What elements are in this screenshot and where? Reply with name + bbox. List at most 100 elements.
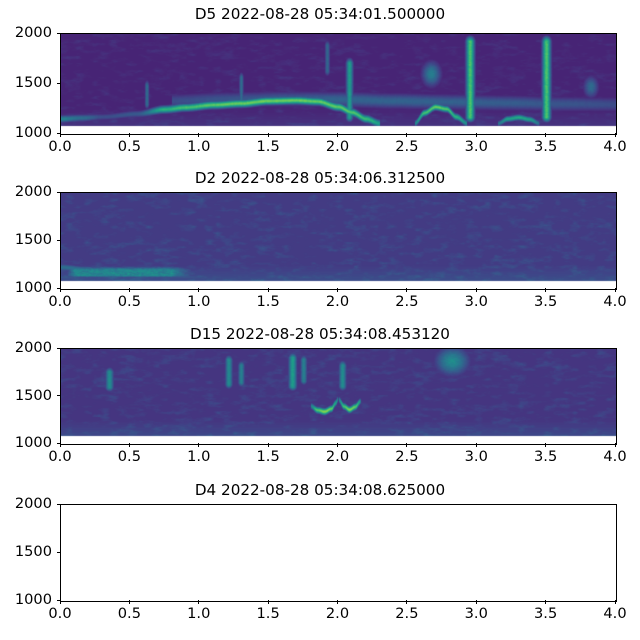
y-tick-mark (56, 82, 60, 84)
x-tick-label: 1.0 (187, 605, 211, 622)
y-tick-label: 1500 (14, 231, 52, 248)
x-tick-mark (198, 133, 200, 137)
x-tick-label: 1.5 (256, 448, 280, 465)
x-tick-mark (128, 600, 130, 604)
x-tick-mark (406, 288, 408, 292)
x-tick-mark (267, 133, 269, 137)
x-tick-mark (128, 288, 130, 292)
x-tick-label: 1.5 (256, 293, 280, 310)
x-tick-label: 3.5 (534, 605, 558, 622)
x-tick-mark (337, 133, 339, 137)
y-tick-label: 1500 (14, 543, 52, 560)
x-tick-mark (198, 443, 200, 447)
x-tick-mark (406, 600, 408, 604)
x-tick-mark (475, 133, 477, 137)
x-tick-label: 1.5 (256, 138, 280, 155)
x-tick-label: 3.0 (464, 293, 488, 310)
y-tick-mark (56, 395, 60, 397)
plot-area (60, 33, 617, 135)
x-tick-label: 1.0 (187, 138, 211, 155)
panel-title: D15 2022-08-28 05:34:08.453120 (190, 325, 450, 343)
x-tick-label: 1.0 (187, 448, 211, 465)
x-tick-label: 4.0 (603, 138, 627, 155)
x-tick-label: 2.5 (395, 448, 419, 465)
x-tick-mark (59, 443, 61, 447)
x-tick-label: 1.5 (256, 605, 280, 622)
x-tick-mark (614, 288, 616, 292)
x-tick-mark (337, 288, 339, 292)
y-tick-label: 2000 (14, 495, 52, 512)
x-tick-label: 1.0 (187, 293, 211, 310)
x-tick-label: 0.5 (117, 138, 141, 155)
x-tick-label: 4.0 (603, 605, 627, 622)
y-tick-label: 1000 (14, 279, 52, 296)
y-tick-label: 2000 (14, 339, 52, 356)
x-tick-mark (614, 443, 616, 447)
x-tick-mark (545, 600, 547, 604)
x-tick-mark (59, 133, 61, 137)
x-tick-label: 2.5 (395, 138, 419, 155)
y-tick-label: 1500 (14, 74, 52, 91)
x-tick-mark (337, 443, 339, 447)
panel-title: D4 2022-08-28 05:34:08.625000 (194, 481, 446, 499)
y-tick-mark (56, 132, 60, 134)
x-tick-label: 0.0 (48, 448, 72, 465)
x-tick-label: 0.5 (117, 448, 141, 465)
y-tick-mark (56, 239, 60, 241)
y-tick-label: 1000 (14, 591, 52, 608)
x-tick-label: 2.0 (325, 138, 350, 155)
x-tick-label: 3.5 (534, 138, 558, 155)
y-tick-label: 2000 (14, 183, 52, 200)
y-tick-mark (56, 32, 60, 34)
x-tick-mark (267, 288, 269, 292)
x-tick-label: 0.5 (117, 605, 141, 622)
y-tick-mark (56, 347, 60, 349)
y-tick-mark (56, 442, 60, 444)
x-tick-mark (128, 133, 130, 137)
y-tick-label: 1000 (14, 434, 52, 451)
x-tick-label: 4.0 (603, 293, 627, 310)
y-tick-label: 1000 (14, 124, 52, 141)
plot-area (60, 504, 617, 602)
plot-area (60, 192, 617, 290)
x-tick-mark (614, 133, 616, 137)
x-tick-mark (59, 600, 61, 604)
x-tick-label: 2.5 (395, 605, 419, 622)
x-tick-label: 2.0 (325, 293, 350, 310)
x-tick-label: 3.5 (534, 293, 558, 310)
x-tick-label: 4.0 (603, 448, 627, 465)
spectrogram-image (61, 34, 616, 134)
x-tick-label: 3.0 (464, 605, 488, 622)
y-tick-label: 1500 (14, 386, 52, 404)
x-tick-label: 3.0 (464, 138, 488, 155)
y-tick-mark (56, 599, 60, 601)
x-tick-mark (128, 443, 130, 447)
x-tick-mark (406, 133, 408, 137)
x-tick-mark (545, 288, 547, 292)
x-tick-mark (59, 288, 61, 292)
x-tick-label: 2.5 (395, 293, 419, 310)
x-tick-mark (475, 443, 477, 447)
y-tick-label: 2000 (14, 24, 52, 41)
x-tick-mark (475, 600, 477, 604)
x-tick-label: 2.0 (325, 448, 350, 465)
panel-title: D2 2022-08-28 05:34:06.312500 (194, 169, 446, 187)
x-tick-mark (267, 600, 269, 604)
x-tick-mark (475, 288, 477, 292)
x-tick-label: 3.5 (534, 448, 558, 465)
y-tick-mark (56, 551, 60, 553)
x-tick-label: 0.5 (117, 293, 141, 310)
plot-area (60, 348, 617, 445)
y-tick-mark (56, 503, 60, 505)
x-tick-mark (267, 443, 269, 447)
spectrogram-image (61, 349, 616, 444)
x-tick-label: 0.0 (48, 138, 72, 155)
spectrogram-image (61, 193, 616, 289)
x-tick-mark (198, 288, 200, 292)
x-tick-mark (545, 443, 547, 447)
x-tick-mark (198, 600, 200, 604)
x-tick-label: 2.0 (325, 605, 350, 622)
x-tick-label: 3.0 (464, 448, 488, 465)
x-tick-mark (406, 443, 408, 447)
